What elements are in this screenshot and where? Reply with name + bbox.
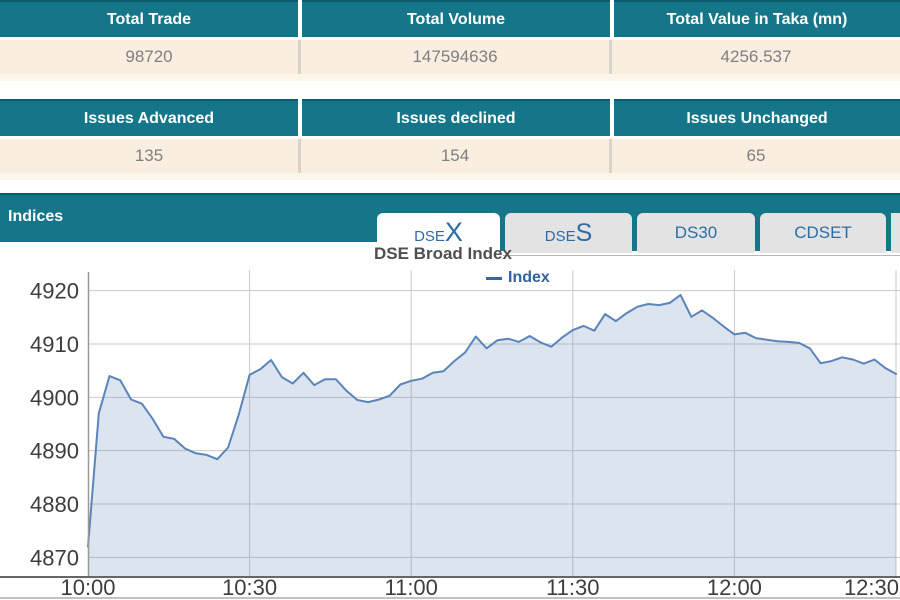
summary-header-total-value: Total Value in Taka (mn): [614, 0, 900, 37]
tab-cdset[interactable]: CDSET: [760, 213, 886, 253]
summary-table-header-row: Total Trade Total Volume Total Value in …: [0, 0, 900, 37]
x-tick-label: 10:00: [60, 575, 115, 600]
legend-series-label: Index: [508, 269, 550, 286]
page-bottom-border: [0, 597, 900, 599]
index-series-area: [88, 294, 896, 576]
chart-title: DSE Broad Index: [374, 244, 512, 263]
y-tick-label: 4920: [30, 279, 79, 304]
summary-header-total-trade: Total Trade: [0, 0, 298, 37]
issues-header-unchanged: Issues Unchanged: [614, 99, 900, 136]
x-tick-label: 10:30: [222, 575, 277, 600]
tab-divider: [755, 213, 760, 251]
issues-value-declined: 154: [301, 139, 609, 173]
tab-dsex-label-prefix: DSE: [414, 228, 445, 245]
tab-partial-right: [891, 213, 900, 253]
summary-table-value-row: 98720 147594636 4256.537: [0, 40, 900, 74]
x-tick-label: 11:00: [384, 575, 437, 600]
issues-table-footer-strip: [0, 173, 900, 180]
issues-header-declined: Issues declined: [302, 99, 610, 136]
tab-divider: [500, 213, 505, 251]
tab-ds30-label: DS30: [674, 223, 718, 242]
chart-legend[interactable]: Index: [486, 269, 550, 287]
issues-table: Issues Advanced Issues declined Issues U…: [0, 99, 900, 180]
tab-ds30[interactable]: DS30: [637, 213, 755, 253]
tab-dsex[interactable]: DSE X: [377, 213, 500, 248]
issues-table-value-row: 135 154 65: [0, 139, 900, 173]
y-tick-label: 4890: [30, 439, 79, 464]
summary-value-total-volume: 147594636: [301, 40, 609, 74]
summary-table: Total Trade Total Volume Total Value in …: [0, 0, 900, 81]
summary-header-total-volume: Total Volume: [302, 0, 610, 37]
tab-dsex-label-suffix: X: [444, 217, 463, 248]
issues-table-header-row: Issues Advanced Issues declined Issues U…: [0, 99, 900, 136]
issues-header-advanced: Issues Advanced: [0, 99, 298, 136]
tab-cdset-label: CDSET: [794, 223, 852, 242]
tab-dses[interactable]: DSE S: [505, 213, 632, 253]
tab-strip-underline: [503, 255, 900, 256]
y-tick-label: 4900: [30, 385, 79, 410]
tab-dses-label-prefix: DSE: [544, 228, 576, 245]
index-series-line: [87, 293, 897, 548]
tab-divider: [886, 213, 891, 251]
issues-value-unchanged: 65: [612, 139, 900, 173]
y-tick-label: 4870: [30, 545, 79, 570]
x-tick-label: 12:30: [844, 575, 899, 600]
y-tick-label: 4910: [30, 332, 79, 357]
issues-value-advanced: 135: [0, 139, 298, 173]
summary-value-total-trade: 98720: [0, 40, 298, 74]
x-tick-label: 12:00: [707, 575, 762, 600]
x-tick-label: 11:30: [546, 575, 599, 600]
summary-table-footer-strip: [0, 74, 900, 81]
indices-section-title: Indices: [8, 208, 64, 225]
legend-line-marker-icon: [486, 276, 502, 280]
summary-value-total-value: 4256.537: [612, 40, 900, 74]
tab-dses-label-suffix: S: [575, 218, 593, 247]
y-tick-label: 4880: [30, 492, 79, 517]
tab-divider: [632, 213, 637, 251]
